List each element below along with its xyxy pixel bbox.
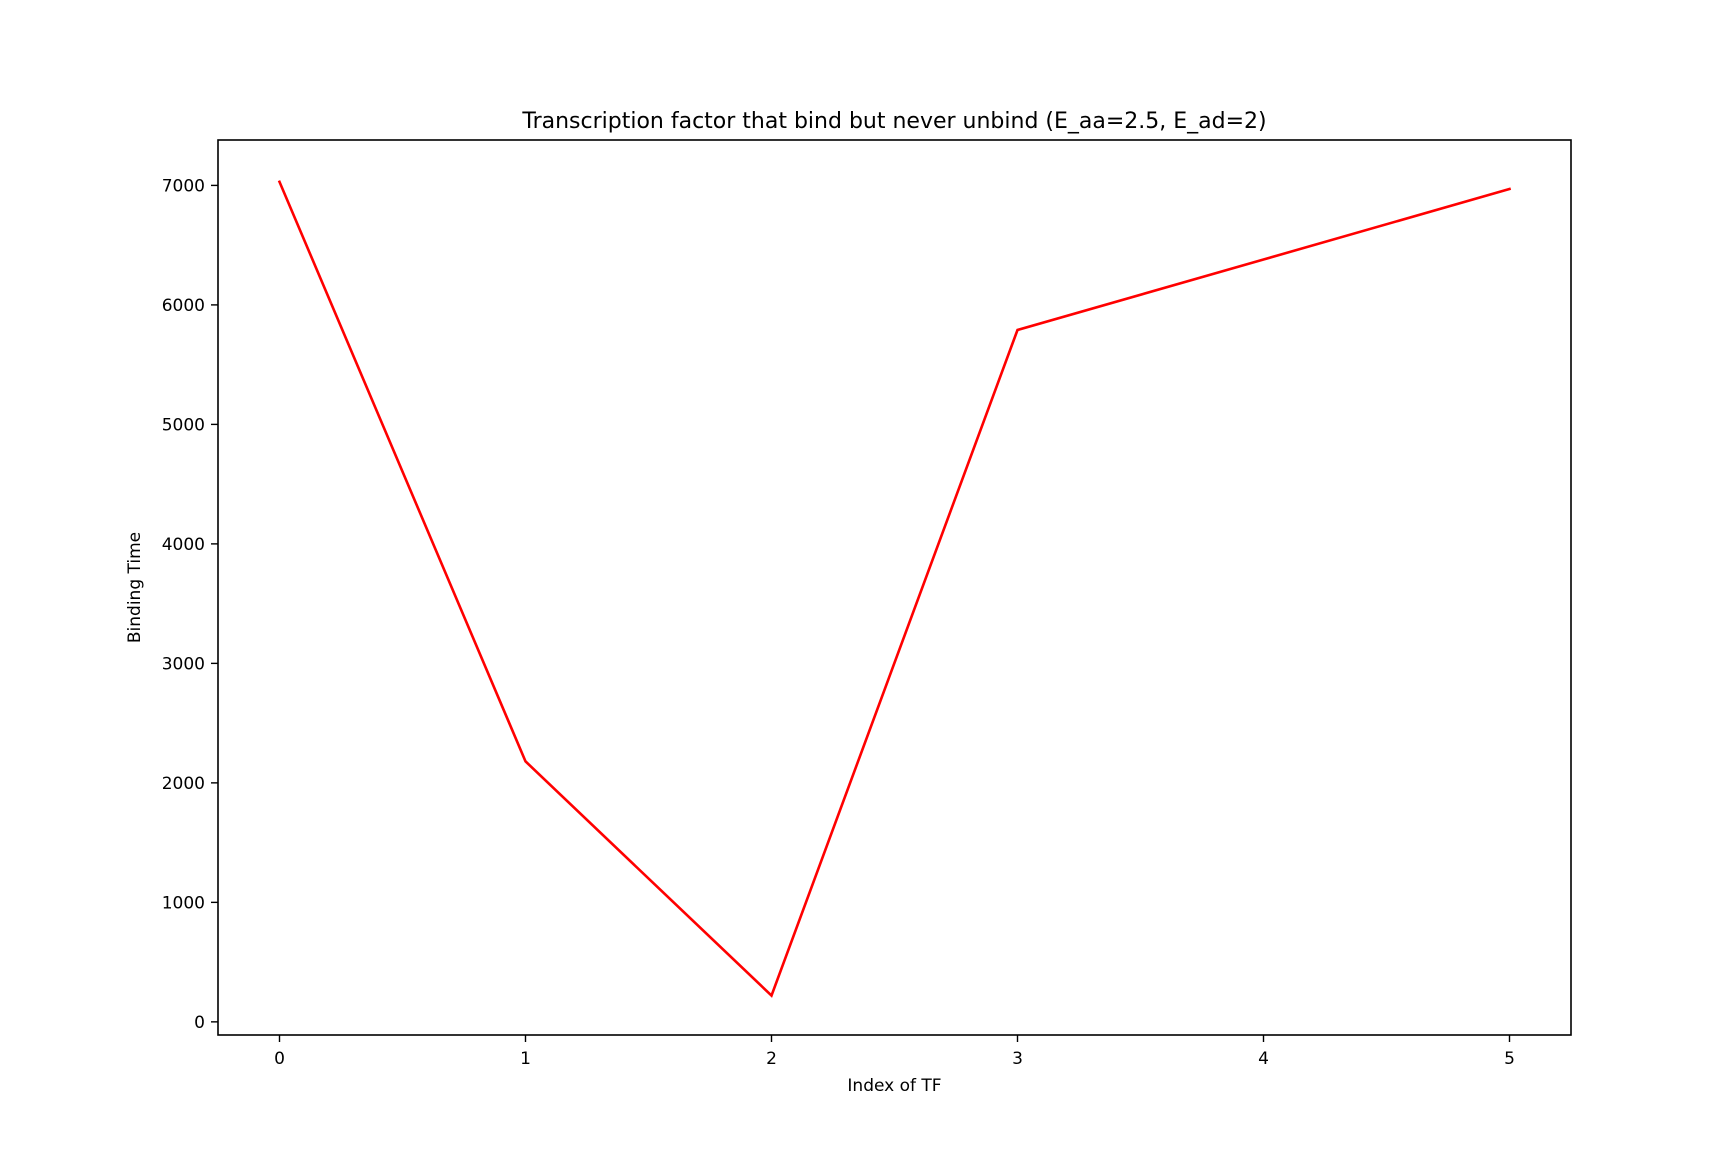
y-axis-ticks: 0 1000 2000 3000 4000 5000 6000 7000 <box>162 176 218 1033</box>
x-tick-label: 0 <box>274 1049 285 1069</box>
x-axis-label: Index of TF <box>847 1076 941 1096</box>
series-line-0 <box>277 180 1512 998</box>
y-tick-label: 1000 <box>162 893 205 913</box>
y-tick-label: 7000 <box>162 176 205 196</box>
x-tick-label: 3 <box>1012 1049 1023 1069</box>
y-tick-label: 2000 <box>162 774 205 794</box>
x-axis-ticks: 0 1 2 3 4 5 <box>274 1035 1515 1069</box>
y-tick-label: 6000 <box>162 296 205 316</box>
x-tick-label: 1 <box>520 1049 531 1069</box>
x-tick-label: 5 <box>1504 1049 1515 1069</box>
y-tick-label: 3000 <box>162 654 205 674</box>
y-tick-label: 5000 <box>162 415 205 435</box>
series-layer <box>277 180 1512 998</box>
y-axis-label: Binding Time <box>125 532 145 643</box>
y-tick-label: 4000 <box>162 535 205 555</box>
chart-title: Transcription factor that bind but never… <box>521 109 1266 134</box>
plot-area-frame <box>217 139 1572 1036</box>
y-tick-label: 0 <box>194 1013 205 1033</box>
x-tick-label: 2 <box>766 1049 777 1069</box>
x-tick-label: 4 <box>1258 1049 1269 1069</box>
